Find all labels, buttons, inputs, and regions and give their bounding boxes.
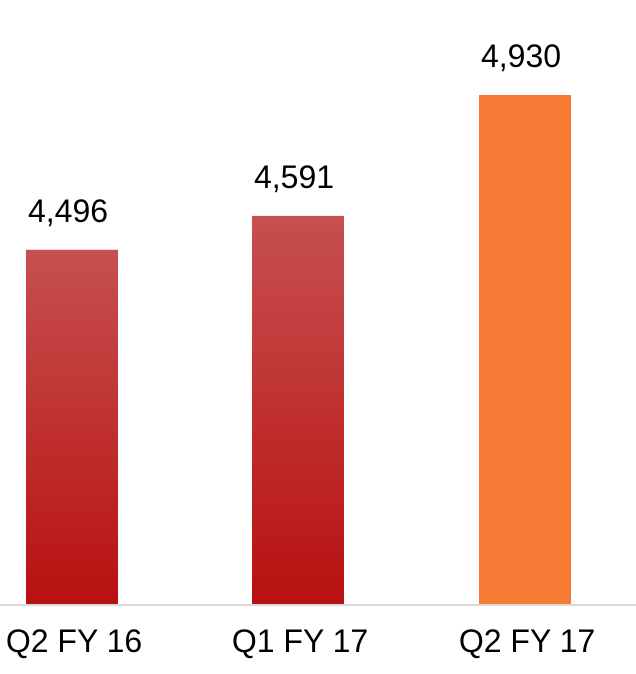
bar-q2-fy-16	[26, 249, 118, 606]
data-label: 4,496	[28, 193, 108, 229]
bar-q1-fy-17	[252, 215, 344, 605]
category-labels-group: Q2 FY 16 Q1 FY 17 Q2 FY 17	[6, 623, 595, 659]
value-labels-group: 4,496 4,591 4,930	[28, 38, 561, 229]
bar-q2-fy-17	[479, 95, 571, 605]
category-label: Q2 FY 17	[459, 623, 595, 659]
category-label: Q1 FY 17	[232, 623, 368, 659]
category-label: Q2 FY 16	[6, 623, 142, 659]
data-label: 4,591	[254, 159, 334, 195]
data-label: 4,930	[481, 38, 561, 74]
bars-group	[26, 95, 571, 606]
